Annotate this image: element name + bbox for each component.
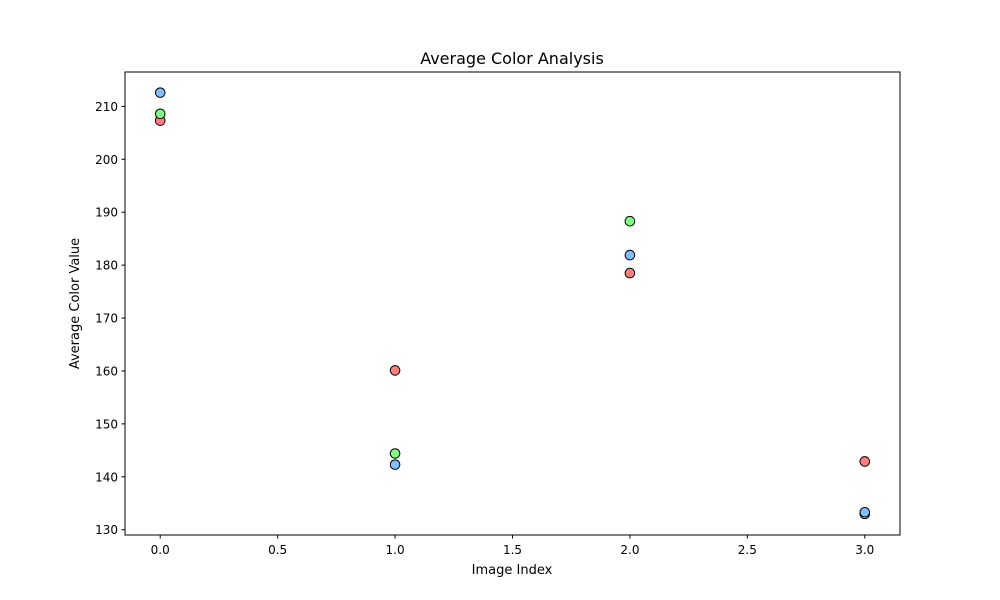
y-axis: 130 140 150 160 170 180 190 200 210 <box>95 100 125 537</box>
scatter-point-series-3 <box>624 249 636 261</box>
scatter-point-series-2 <box>154 108 166 120</box>
scatter-point-series-1 <box>624 267 636 279</box>
y-tick-label: 180 <box>95 259 118 273</box>
y-tick-label: 130 <box>95 523 118 537</box>
y-tick-label: 190 <box>95 206 118 220</box>
scatter-point-series-2 <box>389 448 401 459</box>
y-tick-label: 170 <box>95 312 118 326</box>
x-axis-label: Image Index <box>472 563 553 578</box>
data-points <box>154 87 871 520</box>
x-tick-label: 3.0 <box>855 543 874 557</box>
plot-frame <box>124 71 901 536</box>
scatter-point-series-3 <box>389 459 401 470</box>
x-axis: 0.0 0.5 1.0 1.5 2.0 2.5 3.0 <box>151 535 874 557</box>
scatter-point-series-2 <box>624 215 636 227</box>
scatter-point-series-3 <box>859 506 871 518</box>
scatter-point-series-1 <box>389 365 401 376</box>
chart-title: Average Color Analysis <box>420 49 604 68</box>
y-tick-label: 140 <box>95 470 118 484</box>
x-tick-label: 0.5 <box>268 543 287 557</box>
x-tick-label: 1.5 <box>503 543 522 557</box>
scatter-point-series-3 <box>154 87 166 98</box>
y-tick-label: 150 <box>95 417 118 431</box>
x-tick-label: 2.0 <box>620 543 639 557</box>
plot-area <box>125 72 900 535</box>
x-tick-label: 0.0 <box>151 543 170 557</box>
scatter-point-series-1 <box>859 456 871 467</box>
y-tick-label: 200 <box>95 153 118 167</box>
y-tick-label: 160 <box>95 364 118 378</box>
x-tick-label: 1.0 <box>386 543 405 557</box>
y-tick-label: 210 <box>95 100 118 114</box>
y-axis-label: Average Color Value <box>68 238 83 369</box>
x-tick-label: 2.5 <box>738 543 757 557</box>
